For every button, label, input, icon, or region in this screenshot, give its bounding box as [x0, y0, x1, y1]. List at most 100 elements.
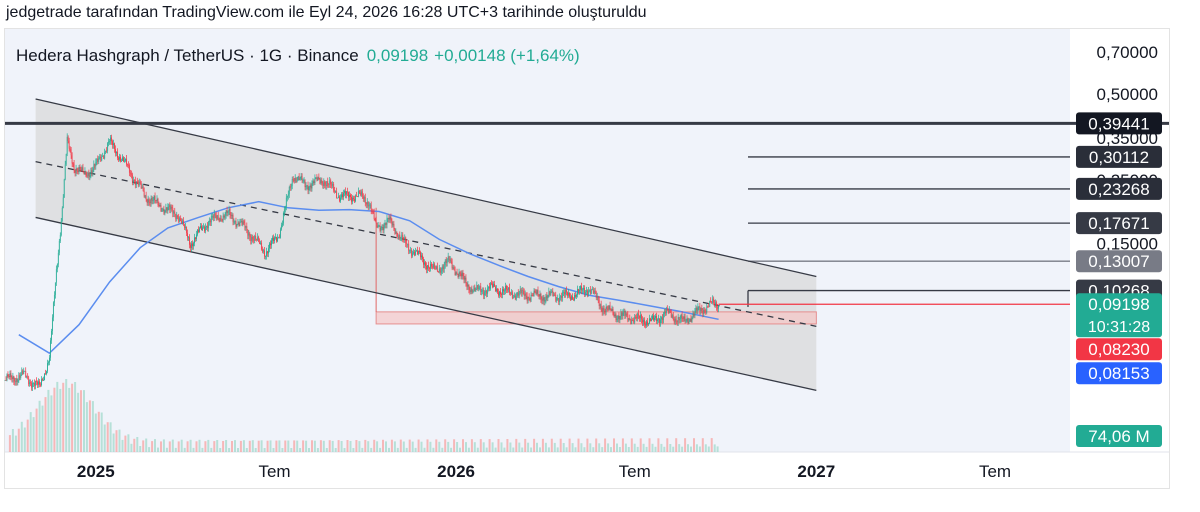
candle	[264, 250, 265, 257]
ma-price-label-bg[interactable]	[1076, 362, 1162, 385]
candle	[100, 156, 102, 161]
level-price-label-bg[interactable]	[1076, 250, 1162, 273]
candle	[427, 265, 428, 270]
volume-bar	[544, 442, 547, 452]
volume-bar	[701, 438, 704, 452]
candle	[445, 260, 447, 263]
candle	[502, 289, 503, 295]
volume-bar	[331, 440, 334, 452]
volume-bar	[242, 440, 245, 452]
candle	[452, 267, 454, 269]
candle	[449, 259, 451, 261]
level-price-label-bg[interactable]	[1076, 212, 1162, 235]
volume-bar	[124, 435, 127, 452]
volume-bar	[284, 440, 287, 452]
candle	[239, 222, 241, 227]
candle	[622, 312, 624, 316]
candle	[628, 318, 630, 321]
candle	[204, 227, 206, 231]
candle	[328, 184, 330, 185]
last-price-legend: 0,09198	[366, 46, 429, 65]
volume-bar	[681, 446, 684, 452]
candle	[510, 292, 512, 294]
candle	[245, 226, 247, 228]
candle	[285, 197, 287, 207]
candle	[473, 287, 475, 292]
candle	[673, 319, 675, 323]
channel-upper-line[interactable]	[35, 98, 817, 278]
candle	[674, 318, 676, 323]
candle	[413, 251, 415, 254]
candle	[552, 291, 554, 297]
level-price-label: 0,30112	[1089, 148, 1149, 167]
volume-bar	[450, 447, 453, 452]
volume-bar	[530, 447, 533, 452]
candle	[701, 308, 703, 310]
candle	[530, 295, 532, 301]
candle	[144, 195, 146, 197]
candle	[293, 179, 295, 182]
candle	[17, 380, 19, 383]
candle	[49, 357, 50, 363]
candle	[121, 160, 122, 162]
time-axis[interactable]	[5, 452, 1169, 488]
candle	[370, 204, 372, 211]
candle	[704, 309, 706, 311]
volume-bar	[663, 446, 666, 452]
level-price-label-bg[interactable]	[1076, 112, 1162, 135]
candle	[418, 250, 419, 255]
volume-bar	[127, 434, 130, 452]
candle	[608, 305, 610, 310]
candle	[537, 290, 539, 295]
candle	[263, 250, 265, 252]
candle	[265, 256, 266, 257]
candle	[303, 180, 305, 182]
volume-bar	[506, 439, 509, 452]
channel-lower-line[interactable]	[35, 216, 817, 391]
volume-bar	[515, 438, 518, 452]
candle	[355, 195, 356, 202]
level-price-label-bg[interactable]	[1076, 177, 1162, 200]
candle	[637, 313, 639, 319]
candle	[630, 319, 632, 325]
candle	[4, 380, 6, 381]
volume-label-bg[interactable]	[1076, 425, 1162, 447]
candle	[581, 286, 582, 291]
candle	[557, 298, 559, 299]
candle	[671, 315, 673, 318]
candle	[79, 167, 81, 170]
candle	[361, 191, 363, 197]
candle	[101, 156, 103, 161]
volume-bar	[393, 441, 396, 452]
candle	[414, 251, 416, 256]
candle	[29, 382, 31, 385]
candle	[539, 294, 541, 297]
candle	[610, 309, 612, 311]
candle	[461, 272, 463, 277]
zone-price-label-bg[interactable]	[1076, 338, 1162, 361]
channel-mid-line[interactable]	[35, 160, 817, 327]
candle	[520, 289, 522, 294]
volume-bar	[485, 447, 488, 452]
candle	[311, 183, 313, 189]
candle	[205, 225, 207, 228]
candle	[70, 149, 72, 156]
level-price-label-bg[interactable]	[1076, 145, 1162, 168]
volume-bar	[447, 441, 450, 452]
volume-bar	[112, 433, 115, 452]
candle	[171, 206, 173, 208]
volume-bar	[145, 438, 148, 452]
candle	[53, 295, 55, 303]
candle	[151, 198, 153, 201]
candle	[541, 299, 543, 301]
volume-bar	[435, 439, 438, 452]
candle	[82, 167, 84, 172]
candle	[706, 306, 708, 313]
candle	[224, 215, 226, 218]
candle	[549, 291, 551, 295]
candle	[159, 205, 161, 206]
moving-average-line[interactable]	[18, 200, 719, 355]
last-price-badge[interactable]	[1076, 293, 1162, 338]
candle	[438, 268, 440, 272]
